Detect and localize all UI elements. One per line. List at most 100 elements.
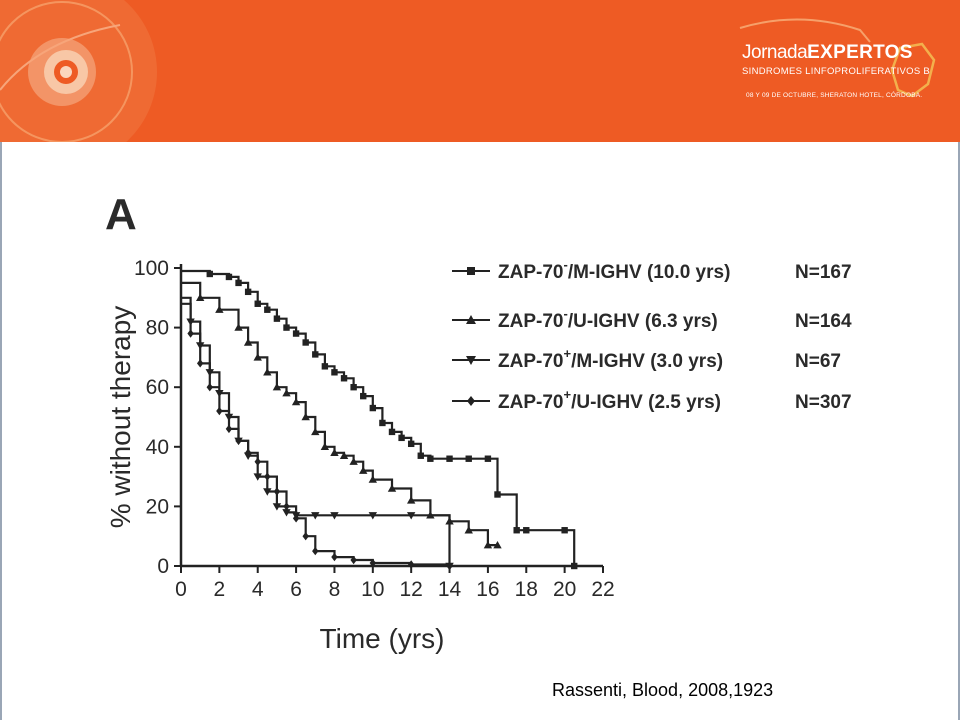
series-point bbox=[360, 392, 367, 400]
series-point bbox=[407, 440, 415, 448]
series-point bbox=[331, 369, 338, 376]
series-point bbox=[407, 560, 415, 569]
header-banner: JornadaEXPERTOS SINDROMES LINFOPROLIFERA… bbox=[0, 0, 960, 142]
series-point bbox=[464, 526, 473, 534]
series-point bbox=[368, 512, 378, 520]
series-point bbox=[339, 451, 349, 459]
series-point bbox=[523, 527, 530, 534]
series-point bbox=[243, 338, 253, 346]
series-point bbox=[253, 353, 262, 361]
series-point bbox=[254, 300, 261, 307]
series-point bbox=[225, 424, 233, 434]
series-point bbox=[234, 323, 243, 331]
series-point bbox=[272, 383, 282, 391]
banner-graphic bbox=[0, 0, 936, 142]
legend-marker bbox=[467, 267, 475, 275]
series-point bbox=[446, 561, 453, 571]
series-point bbox=[369, 404, 377, 412]
series-point bbox=[513, 527, 520, 534]
series-point bbox=[321, 363, 329, 370]
panel-letter: A bbox=[105, 190, 137, 239]
series-point bbox=[312, 546, 319, 556]
x-tick-label: 10 bbox=[361, 578, 384, 601]
series-point bbox=[263, 368, 272, 376]
series-point bbox=[483, 540, 493, 549]
x-tick-label: 22 bbox=[591, 578, 614, 601]
series-point bbox=[291, 397, 301, 406]
x-tick-label: 14 bbox=[438, 578, 462, 601]
series-point bbox=[312, 351, 319, 358]
logo-word2: EXPERTOS bbox=[807, 42, 913, 63]
series-point bbox=[244, 448, 252, 457]
series-point bbox=[283, 502, 290, 511]
series-point bbox=[368, 475, 378, 483]
legend-label: ZAP-70-/M-IGHV (10.0 yrs) bbox=[498, 257, 730, 283]
x-tick-label: 2 bbox=[214, 578, 226, 601]
series-point bbox=[398, 434, 405, 442]
series-point bbox=[349, 457, 358, 465]
y-tick-label: 100 bbox=[134, 257, 169, 280]
legend-label: ZAP-70+/M-IGHV (3.0 yrs) bbox=[498, 346, 723, 372]
series-point bbox=[187, 329, 194, 338]
legend-n-label: N=167 bbox=[795, 262, 852, 283]
series-point bbox=[196, 359, 204, 368]
banner-ring bbox=[0, 1, 133, 142]
citation: Rassenti, Blood, 2008,1923 bbox=[552, 680, 774, 700]
x-tick-label: 12 bbox=[400, 578, 423, 601]
series-point bbox=[330, 448, 339, 456]
legend-marker bbox=[467, 396, 475, 406]
series-point bbox=[331, 552, 338, 562]
series-point bbox=[283, 324, 290, 331]
legend-marker bbox=[466, 315, 476, 324]
series-point bbox=[225, 273, 233, 281]
series-point bbox=[282, 509, 291, 517]
series-point bbox=[292, 330, 300, 337]
x-tick-label: 4 bbox=[252, 578, 264, 601]
survival-chart: 0 2 4 6 8 10 12 14 16 18 20 22 0 20 40 60 80 100 Time (yrs… bbox=[105, 257, 852, 654]
series-point bbox=[235, 279, 242, 287]
frame-right bbox=[958, 142, 960, 720]
series-point bbox=[388, 428, 396, 436]
series-point bbox=[263, 488, 272, 496]
series-point bbox=[282, 388, 291, 397]
logo-date: 08 Y 09 DE OCTUBRE, SHERATON HOTEL, CÓRD… bbox=[746, 92, 923, 99]
series-point bbox=[195, 293, 205, 301]
series-point bbox=[493, 540, 502, 549]
y-tick-label: 40 bbox=[146, 436, 169, 459]
series-point bbox=[311, 427, 320, 436]
legend-label: ZAP-70-/U-IGHV (6.3 yrs) bbox=[498, 306, 718, 332]
series-point bbox=[253, 473, 262, 481]
series-point bbox=[484, 455, 492, 462]
series-point bbox=[330, 512, 339, 520]
banner-arc bbox=[0, 24, 121, 91]
series-point bbox=[254, 457, 261, 466]
x-tick-label: 8 bbox=[329, 578, 341, 601]
series-point bbox=[215, 305, 224, 313]
series-point bbox=[311, 512, 320, 520]
series-point bbox=[320, 442, 330, 450]
series-point bbox=[302, 339, 309, 346]
legend-n-label: N=307 bbox=[795, 392, 852, 413]
series-point bbox=[369, 558, 377, 568]
x-tick-label: 6 bbox=[290, 578, 302, 601]
y-tick-label: 20 bbox=[146, 495, 169, 518]
series-point bbox=[350, 384, 357, 391]
x-tick-label: 18 bbox=[515, 578, 538, 601]
series-point bbox=[264, 472, 271, 481]
series-point bbox=[235, 436, 242, 446]
series-point bbox=[571, 562, 578, 570]
series-point bbox=[340, 375, 348, 382]
y-tick-label: 80 bbox=[146, 317, 169, 340]
x-tick-label: 20 bbox=[553, 578, 576, 601]
logo-title: JornadaEXPERTOS bbox=[742, 42, 913, 64]
series-point bbox=[417, 452, 424, 459]
logo-word1: Jornada bbox=[742, 42, 808, 63]
frame-left bbox=[0, 142, 2, 720]
legend-label: ZAP-70+/U-IGHV (2.5 yrs) bbox=[498, 387, 721, 413]
logo-swoosh bbox=[739, 18, 871, 43]
logo-map-icon bbox=[890, 42, 936, 98]
series-point bbox=[387, 484, 397, 492]
series-point bbox=[494, 491, 501, 498]
series-point bbox=[427, 455, 434, 462]
series-point bbox=[244, 288, 252, 296]
